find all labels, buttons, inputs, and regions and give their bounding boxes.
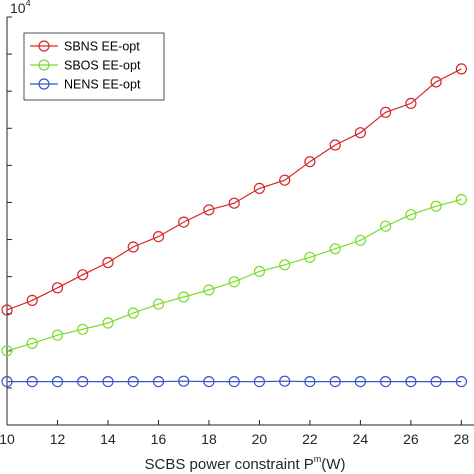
x-tick-label: 14 — [100, 431, 116, 447]
x-tick-label: 12 — [50, 431, 66, 447]
legend-marker — [38, 40, 50, 52]
legend-marker — [38, 59, 50, 71]
data-point — [51, 329, 64, 341]
x-tick-label: 20 — [252, 431, 268, 447]
x-tick-label: 24 — [353, 431, 369, 447]
data-point — [329, 376, 341, 388]
data-point — [253, 182, 265, 194]
series-1 — [1, 63, 467, 316]
data-point — [178, 216, 190, 228]
data-point — [455, 193, 467, 206]
y-axis-ticks — [7, 16, 12, 389]
legend-label: SBOS EE-opt — [64, 59, 141, 73]
y-multiplier-exponent: 4 — [26, 0, 31, 8]
data-point — [152, 231, 165, 243]
data-point — [380, 220, 392, 232]
data-point — [77, 323, 89, 335]
data-point — [279, 259, 291, 271]
data-point — [127, 307, 139, 319]
x-tick-label: 26 — [403, 431, 419, 447]
legend-label: SBNS EE-opt — [64, 40, 140, 54]
data-point — [253, 376, 265, 388]
data-point — [51, 282, 64, 294]
data-point — [1, 304, 13, 316]
x-axis-label-suffix: (W) — [321, 456, 345, 473]
x-tick-label: 10 — [0, 431, 15, 447]
data-point — [405, 209, 417, 221]
data-point — [329, 139, 341, 151]
data-point — [26, 337, 38, 349]
data-point — [77, 376, 89, 388]
data-point — [102, 317, 114, 329]
legend: SBNS EE-opt SBOS EE-opt NENS EE-opt — [23, 32, 165, 101]
data-point — [279, 375, 291, 387]
legend-box — [23, 32, 165, 101]
data-point — [228, 197, 240, 209]
data-point — [430, 76, 442, 88]
data-point — [455, 63, 467, 75]
data-point — [354, 376, 366, 388]
data-point — [178, 291, 190, 303]
data-point — [304, 376, 316, 388]
data-point — [203, 284, 215, 296]
data-point — [26, 294, 38, 306]
data-point — [152, 298, 165, 310]
data-point — [152, 376, 165, 388]
y-multiplier-base: 10 — [10, 0, 26, 16]
y-axis-multiplier: 104 — [10, 0, 31, 16]
data-point — [329, 243, 341, 255]
x-tick-label: 28 — [454, 431, 470, 447]
data-point — [304, 156, 316, 168]
data-point — [127, 241, 139, 253]
data-point — [304, 251, 316, 263]
series-3 — [1, 375, 467, 388]
data-point — [102, 376, 114, 388]
data-point — [380, 376, 392, 388]
series-layer — [1, 63, 467, 388]
data-point — [455, 376, 467, 388]
series-line — [6, 68, 462, 311]
series-2 — [1, 193, 467, 357]
legend-label: NENS EE-opt — [64, 78, 141, 92]
data-point — [1, 345, 13, 357]
data-point — [178, 375, 190, 387]
data-point — [279, 174, 291, 186]
data-point — [380, 106, 392, 118]
data-point — [1, 376, 13, 388]
data-point — [405, 376, 417, 388]
x-axis-label-main: SCBS power constraint P — [145, 456, 314, 473]
x-tick-label: 16 — [151, 431, 167, 447]
legend-marker — [38, 78, 50, 90]
data-point — [102, 256, 114, 269]
data-point — [354, 127, 366, 139]
data-point — [405, 97, 417, 110]
x-axis-label: SCBS power constraint Pm(W) — [145, 454, 346, 473]
data-point — [127, 376, 139, 388]
data-point — [253, 265, 265, 277]
data-point — [228, 276, 240, 288]
data-point — [203, 204, 215, 216]
x-axis-ticks: 10 12 14 16 18 20 22 24 26 28 — [0, 420, 469, 447]
x-axis-label-superscript: m — [314, 454, 322, 464]
data-point — [26, 376, 38, 388]
data-point — [77, 269, 89, 281]
data-point — [203, 376, 215, 388]
data-point — [228, 376, 240, 388]
data-point — [51, 376, 64, 388]
data-point — [430, 200, 442, 212]
x-tick-label: 18 — [201, 431, 217, 447]
plot-frame — [6, 17, 474, 426]
data-point — [430, 376, 442, 388]
data-point — [354, 234, 366, 246]
x-tick-label: 22 — [302, 431, 318, 447]
series-line — [6, 198, 462, 352]
